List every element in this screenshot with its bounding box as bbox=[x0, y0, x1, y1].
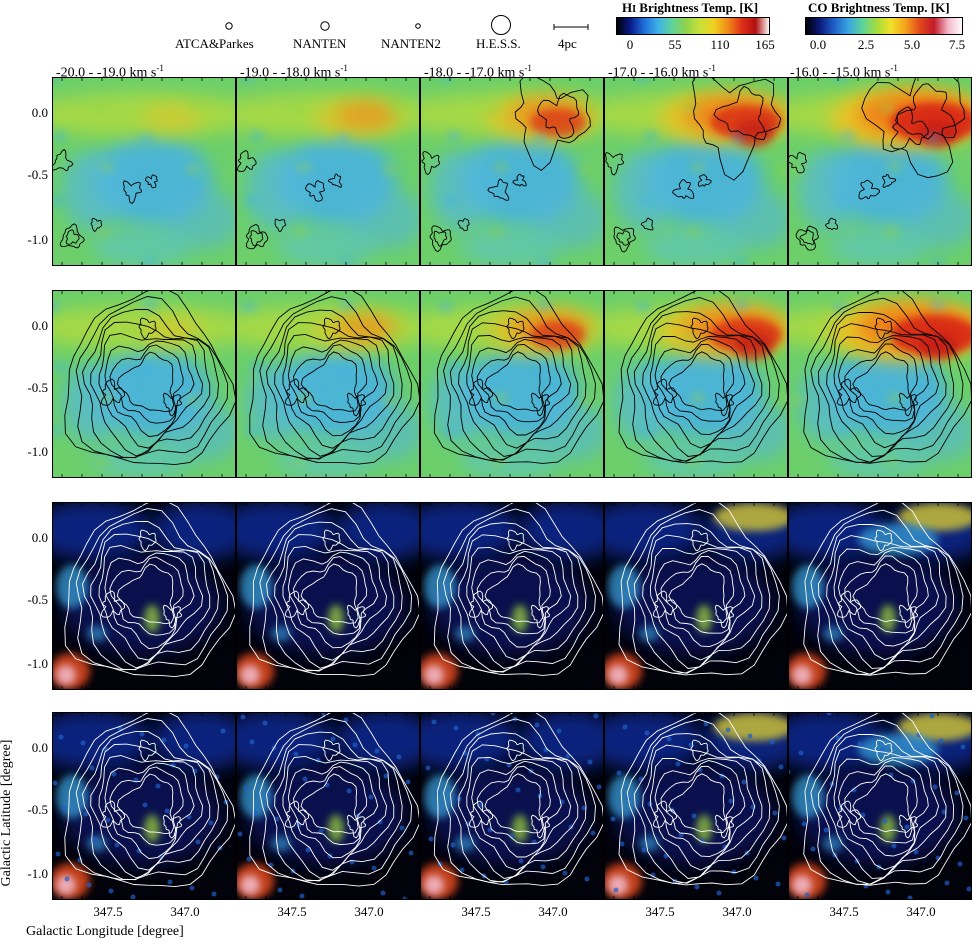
x-tick-347.0-col5: 347.0 bbox=[906, 904, 936, 919]
co-colorbar-title: CO Brightness Temp. [K] bbox=[808, 0, 950, 15]
channel-map-r1-c3 bbox=[420, 77, 604, 266]
channel-map-r2-c2 bbox=[236, 290, 420, 478]
y-tick-r2-0: 0.0 bbox=[31, 317, 48, 333]
channel-map-r3-c1 bbox=[52, 502, 236, 690]
y-tick-r2-1: -0.5 bbox=[27, 379, 48, 395]
channel-map-r1-c5 bbox=[788, 77, 972, 266]
x-tick-347.0-col1: 347.0 bbox=[170, 904, 200, 919]
x-tick-347.5-col2: 347.5 bbox=[277, 904, 307, 919]
channel-map-r3-c5 bbox=[788, 502, 972, 690]
y-tick-r1-1: -0.5 bbox=[27, 167, 48, 183]
y-tick-r3-1: -0.5 bbox=[27, 591, 48, 607]
x-tick-347.0-col2: 347.0 bbox=[354, 904, 384, 919]
channel-map-r1-c2 bbox=[236, 77, 420, 266]
beam-label-nanten: NANTEN bbox=[293, 36, 347, 51]
y-tick-r4-1: -0.5 bbox=[27, 801, 48, 817]
y-tick-r3-0: 0.0 bbox=[31, 529, 48, 545]
velocity-label-5: -16.0 - -15.0 km s-1 bbox=[790, 63, 898, 81]
velocity-label-2: -19.0 - -18.0 km s-1 bbox=[240, 63, 348, 81]
hi-colorbar bbox=[616, 17, 770, 35]
beam-hess-symbol bbox=[491, 15, 511, 35]
co-tick-1: 2.5 bbox=[857, 37, 875, 52]
y-tick-r3-2: -1.0 bbox=[27, 655, 48, 671]
channel-map-r4-c4 bbox=[604, 712, 788, 900]
channel-map-r2-c3 bbox=[420, 290, 604, 478]
y-tick-r1-0: 0.0 bbox=[31, 104, 48, 120]
hi-tick-0: 0 bbox=[626, 37, 634, 52]
co-tick-3: 7.5 bbox=[948, 37, 966, 52]
channel-map-r3-c3 bbox=[420, 502, 604, 690]
channel-map-r1-c4 bbox=[604, 77, 788, 266]
x-tick-347.0-col3: 347.0 bbox=[538, 904, 568, 919]
beam-nanten2-symbol bbox=[415, 23, 421, 29]
x-tick-347.5-col4: 347.5 bbox=[645, 904, 675, 919]
x-tick-347.5-col3: 347.5 bbox=[461, 904, 491, 919]
velocity-label-3: -18.0 - -17.0 km s-1 bbox=[424, 63, 532, 81]
beam-label-hess: H.E.S.S. bbox=[476, 36, 521, 51]
y-axis-title: Galactic Latitude [degree] bbox=[0, 739, 14, 887]
velocity-label-4: -17.0 - -16.0 km s-1 bbox=[608, 63, 716, 81]
y-tick-r1-2: -1.0 bbox=[27, 231, 48, 247]
hi-tick-2: 110 bbox=[710, 37, 730, 52]
channel-map-r3-c4 bbox=[604, 502, 788, 690]
beam-atca-symbol bbox=[225, 22, 233, 30]
channel-map-r2-c1 bbox=[52, 290, 236, 478]
y-tick-r4-0: 0.0 bbox=[31, 739, 48, 755]
beam-label-nanten2: NANTEN2 bbox=[381, 36, 441, 51]
channel-map-r2-c5 bbox=[788, 290, 972, 478]
channel-map-r4-c2 bbox=[236, 712, 420, 900]
beam-label-scale: 4pc bbox=[558, 36, 577, 51]
hi-colorbar-title: HI Brightness Temp. [K] bbox=[622, 0, 759, 15]
co-colorbar bbox=[805, 17, 963, 35]
x-tick-347.0-col4: 347.0 bbox=[722, 904, 752, 919]
beam-legend: ATCA&Parkes NANTEN NANTEN2 H.E.S.S. 4pc bbox=[170, 14, 590, 54]
y-tick-r4-2: -1.0 bbox=[27, 865, 48, 881]
beam-nanten-symbol bbox=[320, 21, 330, 31]
x-tick-347.5-col1: 347.5 bbox=[93, 904, 123, 919]
x-axis-title: Galactic Longitude [degree] bbox=[26, 924, 184, 939]
beam-label-atca: ATCA&Parkes bbox=[175, 36, 254, 51]
channel-map-r4-c5 bbox=[788, 712, 972, 900]
hi-tick-3: 165 bbox=[755, 37, 775, 52]
co-tick-0: 0.0 bbox=[809, 37, 827, 52]
channel-map-r4-c1 bbox=[52, 712, 236, 900]
scale-bar-icon bbox=[553, 24, 589, 30]
channel-map-r2-c4 bbox=[604, 290, 788, 478]
x-tick-347.5-col5: 347.5 bbox=[829, 904, 859, 919]
hi-tick-1: 55 bbox=[668, 37, 682, 52]
channel-map-r3-c2 bbox=[236, 502, 420, 690]
y-tick-r2-2: -1.0 bbox=[27, 443, 48, 459]
channel-map-r4-c3 bbox=[420, 712, 604, 900]
channel-map-r1-c1 bbox=[52, 77, 236, 266]
velocity-label-1: -20.0 - -19.0 km s-1 bbox=[56, 63, 164, 81]
co-tick-2: 5.0 bbox=[903, 37, 921, 52]
